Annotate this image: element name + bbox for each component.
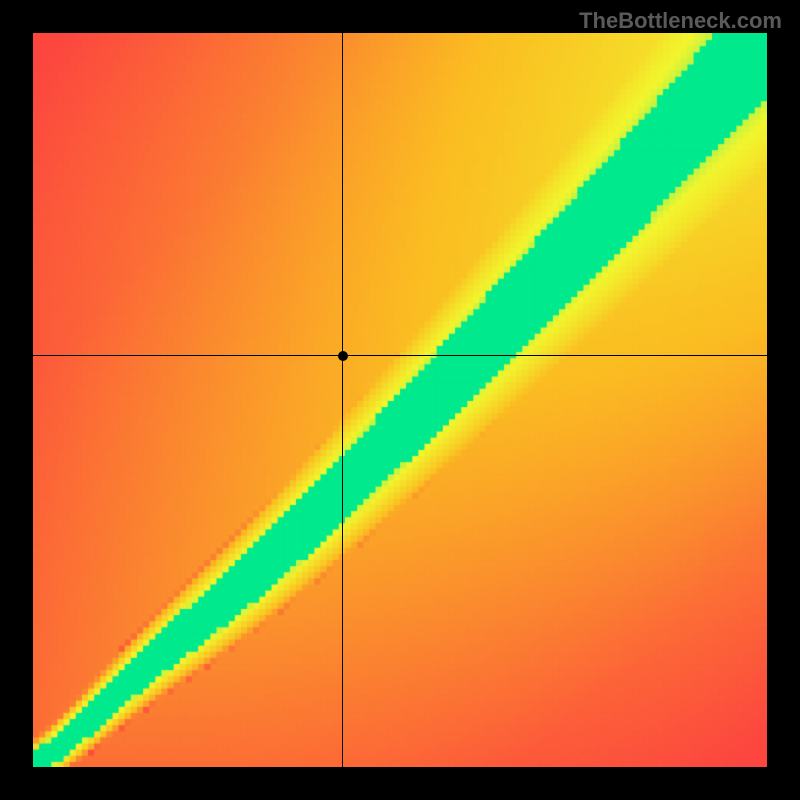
crosshair-marker: [338, 351, 348, 361]
crosshair-horizontal: [33, 355, 767, 356]
bottleneck-heatmap: [33, 33, 767, 767]
chart-container: TheBottleneck.com: [0, 0, 800, 800]
watermark-text: TheBottleneck.com: [579, 8, 782, 34]
crosshair-vertical: [342, 33, 343, 767]
